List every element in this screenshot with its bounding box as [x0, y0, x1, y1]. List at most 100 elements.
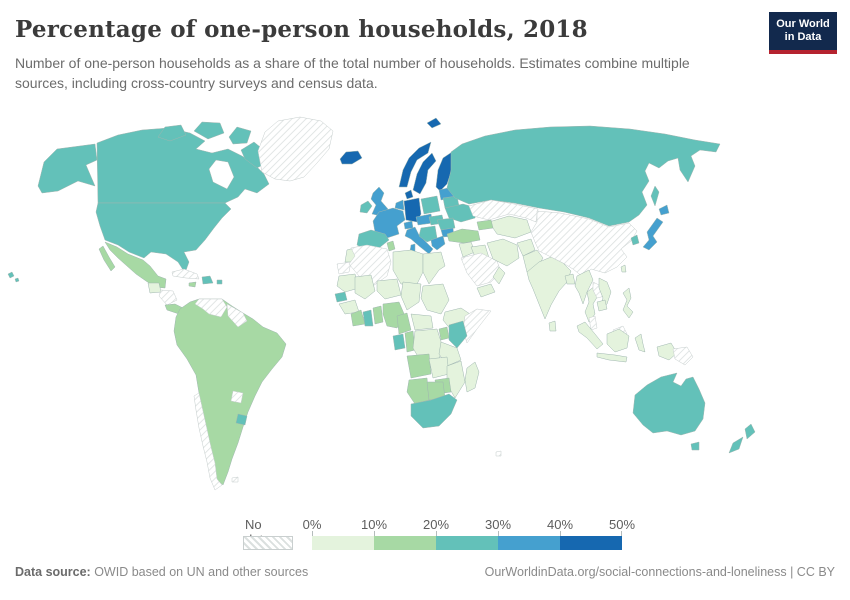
country-car[interactable]: [410, 313, 434, 331]
country-greece[interactable]: [430, 235, 446, 251]
country-iran[interactable]: [486, 238, 520, 267]
country-greenland[interactable]: [257, 116, 334, 182]
country-zambia[interactable]: [428, 356, 450, 379]
country-norway[interactable]: [398, 141, 432, 188]
country-mauritania[interactable]: [336, 273, 360, 293]
country-borneo[interactable]: [606, 328, 630, 353]
country-australia[interactable]: [632, 372, 706, 436]
country-afghanistan[interactable]: [516, 238, 536, 257]
country-denmark[interactable]: [404, 189, 414, 200]
country-puerto-rico[interactable]: [216, 279, 223, 285]
country-russia[interactable]: [446, 125, 721, 227]
country-iberia[interactable]: [356, 229, 390, 251]
country-namibia[interactable]: [406, 377, 430, 405]
country-senegal[interactable]: [334, 291, 348, 303]
country-mexico[interactable]: [104, 241, 167, 289]
country-benelux[interactable]: [394, 199, 405, 211]
country-usa[interactable]: [95, 202, 232, 274]
country-mali[interactable]: [354, 274, 376, 300]
country-angola[interactable]: [406, 353, 432, 379]
country-china-mongolia[interactable]: [530, 210, 638, 278]
country-poland[interactable]: [420, 195, 441, 215]
country-kenya[interactable]: [448, 320, 468, 349]
country-india[interactable]: [526, 256, 572, 320]
country-taiwan[interactable]: [620, 264, 627, 273]
country-myanmar[interactable]: [574, 269, 594, 305]
country-south-korea[interactable]: [630, 234, 640, 246]
country-togo-benin[interactable]: [372, 305, 384, 325]
country-sakhalin[interactable]: [650, 185, 660, 207]
country-ukraine[interactable]: [444, 203, 478, 223]
country-wsahara[interactable]: [336, 261, 352, 275]
country-guatemala-belize[interactable]: [147, 282, 162, 294]
country-sri-lanka[interactable]: [548, 320, 557, 332]
country-central-asia[interactable]: [488, 215, 532, 239]
country-sudan[interactable]: [420, 283, 450, 315]
country-hispaniola[interactable]: [201, 275, 214, 285]
country-chile[interactable]: [193, 392, 223, 491]
country-oman[interactable]: [492, 266, 506, 285]
country-nz-north[interactable]: [744, 423, 756, 440]
legend-bin-20-30[interactable]: [436, 536, 498, 550]
country-falkland[interactable]: [231, 476, 239, 483]
country-mozambique[interactable]: [446, 360, 466, 399]
country-honduras-nicaragua[interactable]: [158, 289, 178, 306]
country-arctic-islands[interactable]: [157, 121, 269, 169]
legend-bins[interactable]: [312, 536, 622, 550]
country-south-america[interactable]: [173, 298, 287, 486]
country-caucasus[interactable]: [476, 219, 494, 231]
country-philippines[interactable]: [622, 287, 634, 319]
country-guyanas[interactable]: [226, 303, 248, 328]
country-iceland[interactable]: [339, 150, 363, 165]
country-png[interactable]: [672, 346, 694, 366]
country-tasmania[interactable]: [690, 441, 700, 451]
country-switzerland[interactable]: [403, 220, 414, 230]
country-japan-hokkaido[interactable]: [658, 204, 670, 216]
country-niger[interactable]: [376, 278, 402, 300]
country-sulawesi[interactable]: [634, 333, 646, 353]
owid-url-license[interactable]: OurWorldinData.org/social-connections-an…: [484, 565, 835, 579]
country-cameroon[interactable]: [396, 312, 412, 335]
country-nz-south[interactable]: [728, 436, 744, 454]
country-ghana[interactable]: [362, 309, 374, 327]
country-turkey[interactable]: [446, 228, 481, 244]
country-paraguay[interactable]: [230, 390, 244, 404]
legend-bin-0-10[interactable]: [312, 536, 374, 550]
country-italy[interactable]: [404, 226, 434, 255]
owid-logo[interactable]: Our World in Data: [769, 12, 837, 54]
country-kazakhstan[interactable]: [468, 199, 539, 223]
country-baja[interactable]: [98, 245, 116, 272]
legend-bin-40-50[interactable]: [560, 536, 622, 550]
legend-bin-10-20[interactable]: [374, 536, 436, 550]
country-japan-main[interactable]: [642, 217, 664, 251]
country-libya[interactable]: [392, 249, 424, 285]
legend-bin-30-40[interactable]: [498, 536, 560, 550]
world-choropleth-map[interactable]: [0, 108, 850, 512]
country-svalbard[interactable]: [426, 117, 442, 129]
country-hawaii[interactable]: [7, 271, 20, 283]
country-jamaica[interactable]: [188, 281, 197, 288]
country-madagascar[interactable]: [464, 361, 480, 393]
country-romania[interactable]: [436, 217, 456, 231]
country-france[interactable]: [372, 207, 406, 239]
country-west-papua[interactable]: [656, 342, 678, 361]
country-sweden[interactable]: [412, 152, 437, 195]
country-uruguay[interactable]: [235, 413, 248, 426]
country-yemen[interactable]: [476, 283, 496, 298]
country-java[interactable]: [596, 352, 628, 363]
country-ireland[interactable]: [359, 200, 373, 214]
country-uganda[interactable]: [438, 326, 450, 341]
country-south-africa[interactable]: [410, 393, 458, 429]
country-cambodia[interactable]: [596, 299, 608, 312]
country-cuba[interactable]: [171, 268, 200, 280]
country-heard-island[interactable]: [495, 450, 502, 457]
country-sumatra[interactable]: [576, 321, 604, 350]
country-venezuela[interactable]: [194, 298, 228, 318]
country-malaysia[interactable]: [588, 315, 598, 331]
no-data-swatch[interactable]: [243, 536, 293, 550]
country-tunisia[interactable]: [386, 240, 396, 252]
country-alaska[interactable]: [37, 143, 98, 194]
country-bangladesh[interactable]: [564, 273, 576, 285]
country-chad[interactable]: [400, 281, 422, 311]
country-gabon[interactable]: [392, 333, 406, 351]
